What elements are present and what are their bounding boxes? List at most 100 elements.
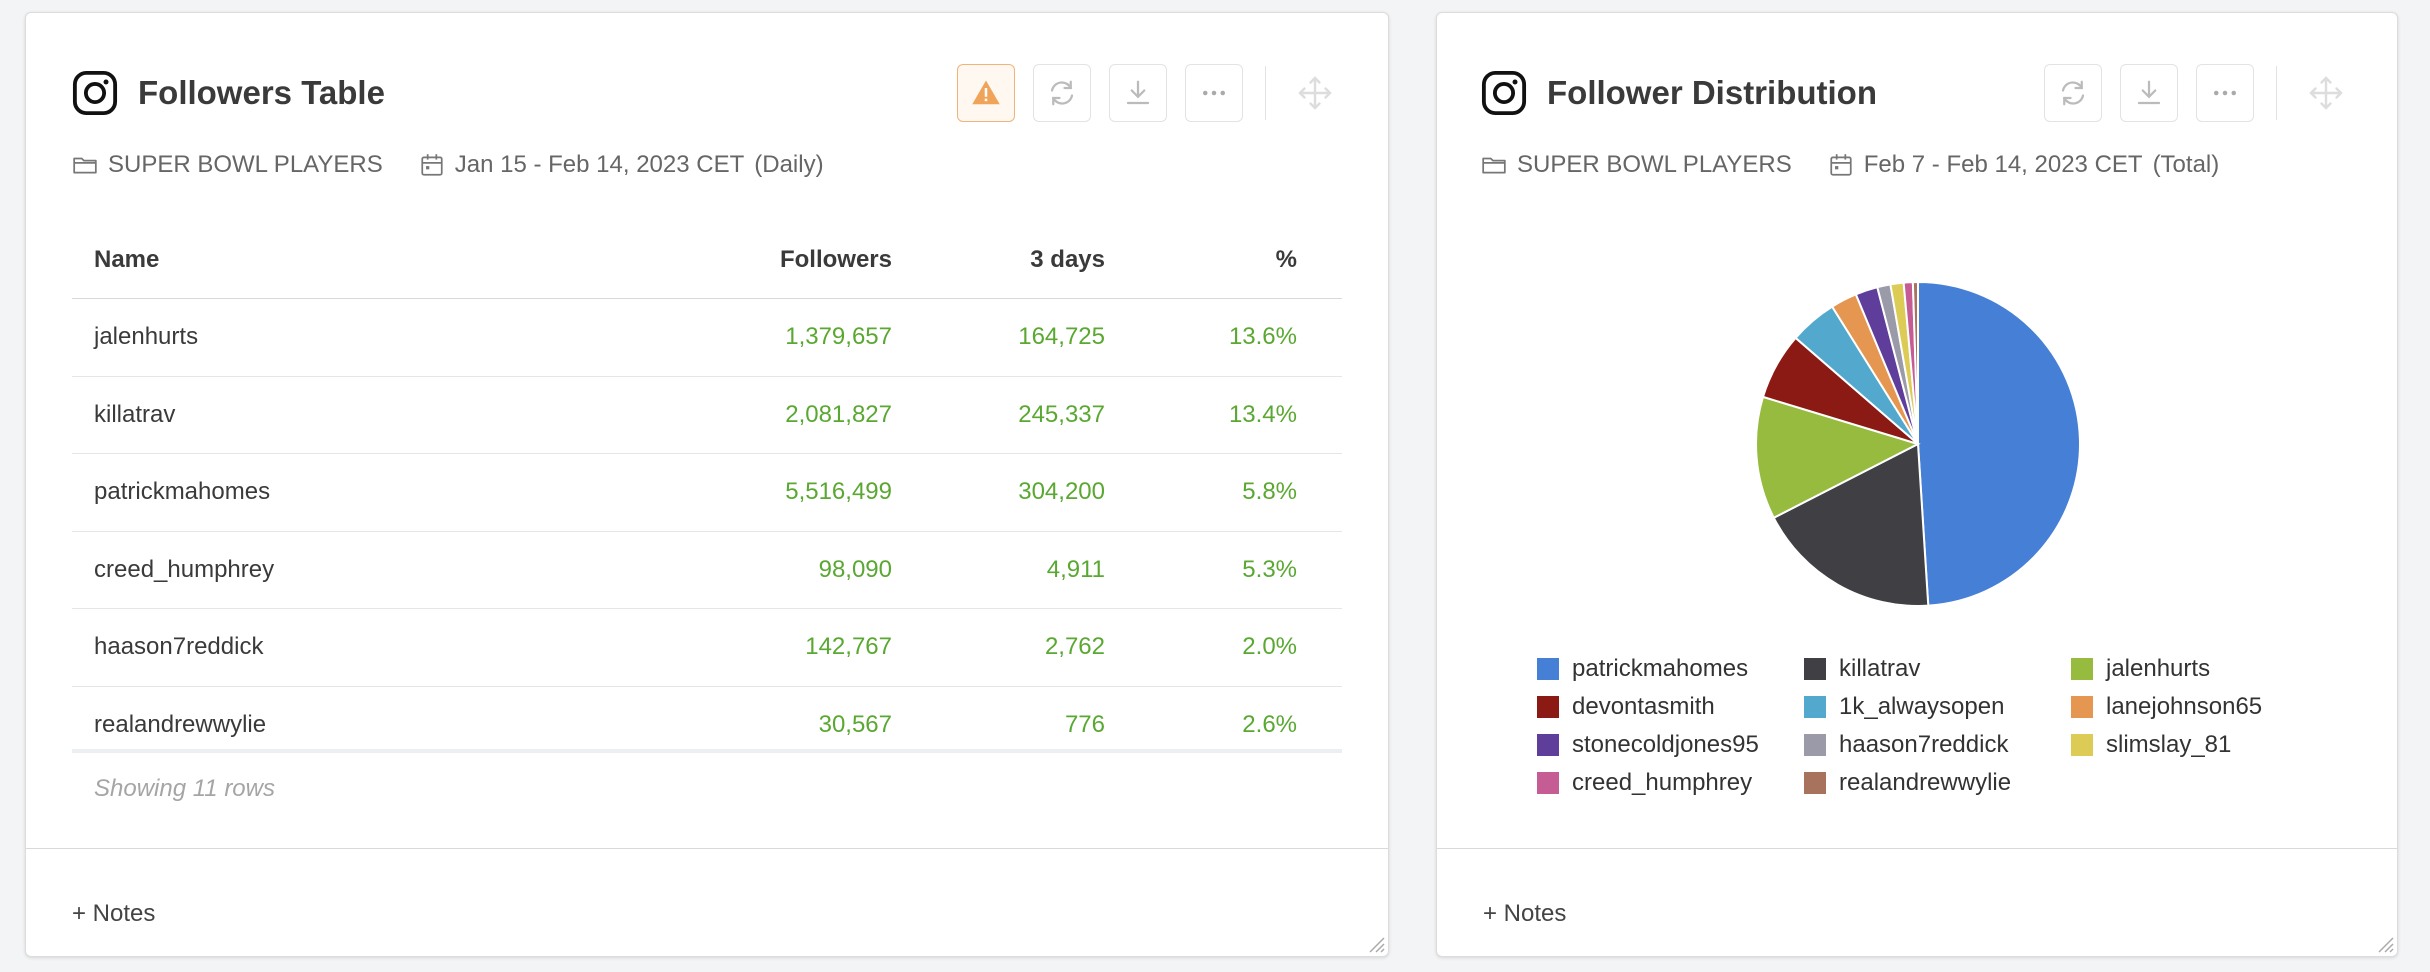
cell-name: realandrewwylie [94, 710, 267, 738]
cell-3-days: 776 [1064, 710, 1105, 738]
table-row[interactable]: realandrewwylie 30,567 776 2.6% [72, 687, 1342, 750]
granularity: (Daily) [754, 151, 824, 178]
folder-label: SUPER BOWL PLAYERS [72, 151, 383, 179]
cell-followers: 142,767 [805, 633, 892, 661]
cell-name: creed_humphrey [94, 555, 275, 583]
legend-swatch [2071, 695, 2093, 718]
follower-distribution-card: Follower Distribution [1436, 12, 2398, 957]
legend-item-jalenhurts[interactable]: jalenhurts [2071, 653, 2291, 684]
legend-label: lanejohnson65 [2106, 692, 2263, 720]
card-title: Follower Distribution [1547, 74, 1877, 111]
column-header-name[interactable]: Name [94, 245, 160, 273]
card-meta: SUPER BOWL PLAYERS Jan 15 - Feb 14, 2023… [72, 151, 860, 179]
download-button[interactable] [2120, 64, 2178, 122]
move-icon [1298, 76, 1332, 110]
followers-table: Name Followers 3 days % jalenhurts 1,379… [72, 221, 1342, 753]
table-row[interactable]: creed_humphrey 98,090 4,911 5.3% [72, 532, 1342, 609]
legend-label: devontasmith [1572, 692, 1715, 720]
column-header-3-days[interactable]: 3 days [1030, 245, 1105, 273]
more-button[interactable] [1185, 64, 1243, 122]
move-icon [2309, 76, 2343, 110]
add-notes-button[interactable]: + Notes [1483, 900, 1567, 927]
legend-item-killatrav[interactable]: killatrav [1804, 653, 2071, 684]
legend-swatch [1804, 733, 1826, 756]
legend-label: haason7reddick [1839, 730, 2009, 758]
legend-item-creed_humphrey[interactable]: creed_humphrey [1537, 767, 1804, 798]
cell-followers: 2,081,827 [785, 400, 892, 428]
legend-item-lanejohnson65[interactable]: lanejohnson65 [2071, 691, 2291, 722]
toolbar-divider [2276, 66, 2277, 120]
date-range-label[interactable]: Feb 7 - Feb 14, 2023 CET (Total) [1828, 151, 2220, 179]
download-icon [1126, 80, 1150, 105]
table-row[interactable]: killatrav 2,081,827 245,337 13.4% [72, 377, 1342, 454]
resize-handle-icon[interactable] [2376, 935, 2394, 953]
legend-swatch [1537, 771, 1559, 794]
cell-followers: 98,090 [818, 555, 892, 583]
legend-swatch [1537, 657, 1559, 680]
granularity: (Total) [2152, 151, 2220, 178]
refresh-button[interactable] [1033, 64, 1091, 122]
legend-swatch [1804, 657, 1826, 680]
legend-label: patrickmahomes [1572, 654, 1749, 682]
folder-icon [73, 157, 97, 174]
legend-item-patrickmahomes[interactable]: patrickmahomes [1537, 653, 1804, 684]
cell-3-days: 245,337 [1018, 400, 1105, 428]
more-button[interactable] [2196, 64, 2254, 122]
follower-pie-chart [1755, 280, 2081, 607]
column-header-percent[interactable]: % [1275, 245, 1297, 273]
cell-name: haason7reddick [94, 633, 264, 661]
cell-percent: 5.3% [1242, 555, 1297, 583]
legend-swatch [2071, 733, 2093, 756]
cell-percent: 2.6% [1242, 710, 1297, 738]
cell-3-days: 304,200 [1018, 478, 1105, 506]
pie-legend: patrickmahomes killatrav jalenhurts devonta… [1537, 653, 2291, 798]
followers-table-card: Followers Table [25, 12, 1389, 957]
cell-name: killatrav [94, 400, 176, 428]
legend-swatch [1537, 733, 1559, 756]
move-handle[interactable] [2299, 66, 2353, 120]
row-count-text: Showing 11 rows [94, 775, 275, 802]
column-header-followers[interactable]: Followers [779, 245, 892, 273]
cell-percent: 13.6% [1228, 323, 1297, 351]
date-range: Jan 15 - Feb 14, 2023 CET [454, 151, 745, 178]
legend-item-haason7reddick[interactable]: haason7reddick [1804, 729, 2071, 760]
pie-slice-realandrewwylie[interactable] [1911, 280, 1919, 445]
refresh-button[interactable] [2044, 64, 2102, 122]
table-header-row: Name Followers 3 days % [72, 221, 1342, 299]
card-footer: + Notes [1437, 848, 2397, 956]
card-toolbar [2044, 64, 2353, 122]
legend-item-stonecoldjones95[interactable]: stonecoldjones95 [1537, 729, 1804, 760]
resize-handle-icon[interactable] [1367, 935, 1385, 953]
cell-followers: 1,379,657 [785, 323, 892, 351]
cell-3-days: 2,762 [1044, 633, 1105, 661]
calendar-icon [1830, 154, 1852, 176]
move-handle[interactable] [1288, 66, 1342, 120]
legend-item-devontasmith[interactable]: devontasmith [1537, 691, 1804, 722]
legend-swatch [2071, 657, 2093, 680]
card-header: Followers Table [72, 58, 1342, 128]
legend-item-realandrewwylie[interactable]: realandrewwylie [1804, 767, 2071, 798]
add-notes-button[interactable]: + Notes [72, 900, 156, 927]
card-toolbar [957, 64, 1342, 122]
download-button[interactable] [1109, 64, 1167, 122]
refresh-icon [1050, 80, 1074, 106]
card-header: Follower Distribution [1481, 58, 2353, 128]
more-icon [2214, 90, 2236, 96]
cell-percent: 5.8% [1242, 478, 1297, 506]
legend-swatch [1537, 695, 1559, 718]
table-row[interactable]: patrickmahomes 5,516,499 304,200 5.8% [72, 454, 1342, 532]
date-range-label[interactable]: Jan 15 - Feb 14, 2023 CET (Daily) [419, 151, 824, 179]
table-row[interactable]: jalenhurts 1,379,657 164,725 13.6% [72, 299, 1342, 377]
pie-slice-jalenhurts[interactable] [1755, 395, 1921, 520]
table-row[interactable]: haason7reddick 142,767 2,762 2.0% [72, 609, 1342, 687]
cell-followers: 5,516,499 [785, 478, 892, 506]
legend-item-1k_alwaysopen[interactable]: 1k_alwaysopen [1804, 691, 2071, 722]
warning-button[interactable] [957, 64, 1015, 122]
legend-swatch [1804, 771, 1826, 794]
instagram-icon [1481, 70, 1527, 116]
pie-slice-killatrav[interactable] [1772, 442, 1930, 607]
pie-slice-patrickmahomes[interactable] [1917, 280, 2081, 607]
cell-followers: 30,567 [818, 710, 892, 738]
legend-item-slimslay_81[interactable]: slimslay_81 [2071, 729, 2291, 760]
card-title: Followers Table [138, 74, 385, 111]
